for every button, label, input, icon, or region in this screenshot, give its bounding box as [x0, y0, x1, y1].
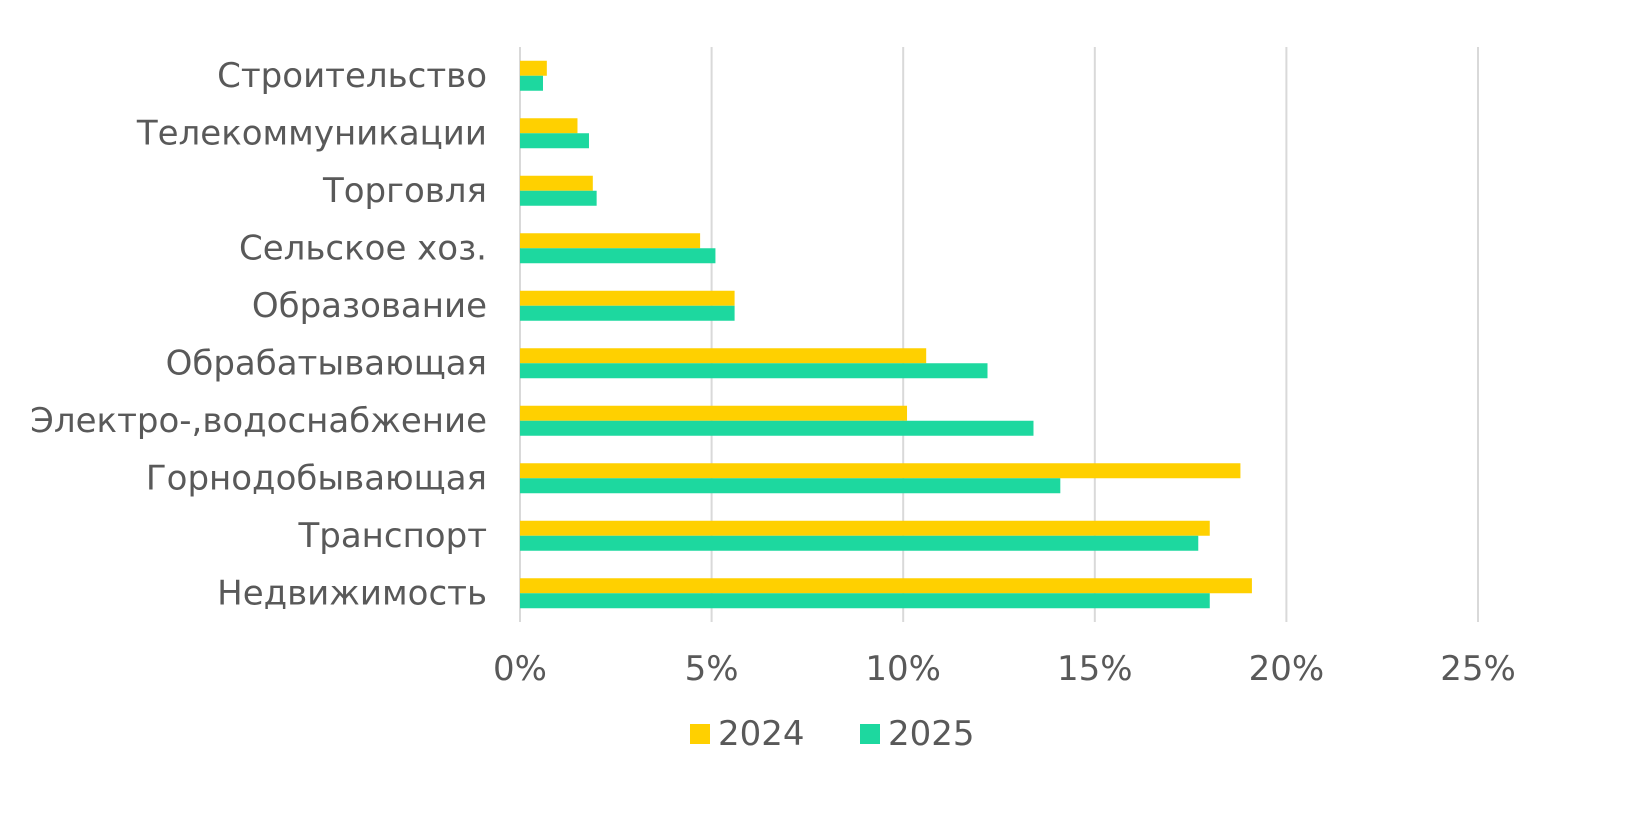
category-label: Строительство	[217, 56, 487, 96]
category-labels: Строительство Телекоммуникации Торговля Сел…	[30, 56, 487, 614]
category-label: Горнодобывающая	[146, 458, 487, 498]
category-label: Недвижимость	[217, 573, 487, 613]
category-label: Обрабатывающая	[166, 343, 487, 383]
bar-2024	[520, 290, 735, 306]
bar-2025	[520, 535, 1199, 551]
x-tick-label: 0%	[493, 649, 547, 689]
bar-2024	[520, 520, 1210, 536]
bar-2024	[520, 578, 1252, 594]
x-tick-label: 20%	[1249, 649, 1325, 689]
legend-swatch	[860, 724, 880, 744]
bar-2025	[520, 305, 735, 321]
category-label: Электро-,водоснабжение	[30, 401, 487, 441]
category-label: Образование	[252, 286, 487, 326]
bar-2025	[520, 190, 597, 206]
bar-2024	[520, 60, 547, 76]
category-label: Сельское хоз.	[239, 228, 487, 268]
bar-2025	[520, 593, 1210, 609]
legend: 2024 2025	[690, 714, 975, 754]
bar-2025	[520, 363, 988, 379]
x-tick-labels: 0% 5% 10% 15% 20% 25%	[493, 649, 1516, 689]
bar-2024	[520, 118, 578, 134]
x-tick-label: 5%	[685, 649, 739, 689]
bar-2025	[520, 133, 589, 149]
bars-group	[520, 60, 1252, 609]
category-label: Телекоммуникации	[136, 113, 487, 153]
bar-2025	[520, 420, 1034, 436]
bar-2024	[520, 463, 1241, 479]
bar-2024	[520, 348, 927, 364]
bar-2025	[520, 478, 1061, 494]
x-tick-label: 15%	[1057, 649, 1133, 689]
legend-swatch	[690, 724, 710, 744]
category-label: Транспорт	[297, 516, 487, 556]
legend-label: 2025	[888, 714, 975, 754]
legend-label: 2024	[718, 714, 805, 754]
category-label: Торговля	[322, 171, 487, 211]
bar-2025	[520, 248, 716, 264]
bar-2025	[520, 75, 543, 91]
bar-2024	[520, 175, 593, 191]
x-tick-label: 25%	[1440, 649, 1516, 689]
bar-2024	[520, 405, 908, 421]
bar-2024	[520, 233, 701, 249]
x-tick-label: 10%	[865, 649, 941, 689]
